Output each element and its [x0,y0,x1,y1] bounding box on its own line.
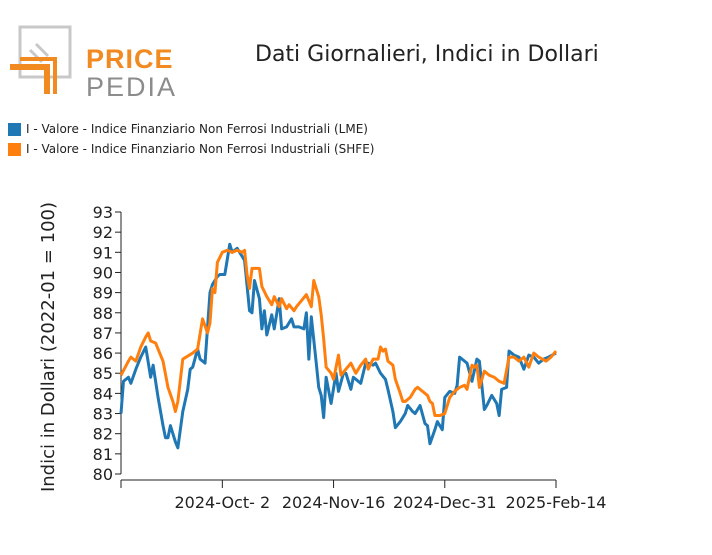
legend-item-shfe[interactable]: I - Valore - Indice Finanziario Non Ferr… [8,139,374,159]
legend-item-lme[interactable]: I - Valore - Indice Finanziario Non Ferr… [8,119,374,139]
legend-swatch-shfe [8,142,21,156]
y-tick-label: 81 [93,445,113,464]
y-tick-label: 88 [93,304,113,323]
logo-word-pedia: PEDIA [86,72,178,102]
y-tick-label: 87 [93,324,113,343]
y-tick-label: 90 [93,263,113,282]
x-tick-label: 2024-Oct- 2 [175,493,271,512]
y-tick-label: 93 [93,203,113,222]
x-tick-label: 2025-Feb-14 [506,493,607,512]
pricepedia-logo: PRICE PEDIA [8,24,175,101]
series-line-shfe [119,248,558,418]
legend-label-shfe: I - Valore - Indice Finanziario Non Ferr… [26,142,375,156]
y-axis-label: Indici in Dollari (2022-01 = 100) [38,202,59,492]
y-tick-label: 80 [93,465,113,484]
y-tick-label: 85 [93,364,113,383]
y-tick-label: 84 [93,384,113,403]
y-tick-label: 83 [93,405,113,424]
y-tick-label: 86 [93,344,113,363]
series-layer [119,242,558,450]
x-tick-label: 2024-Nov-16 [282,493,385,512]
chart-legend: I - Valore - Indice Finanziario Non Ferr… [8,119,374,159]
y-tick-label: 89 [93,284,113,303]
pricepedia-logo-mark [10,25,72,94]
y-tick-label: 91 [93,243,113,262]
legend-swatch-lme [8,122,21,136]
chart-title: Dati Giornalieri, Indici in Dollari [255,42,599,67]
x-axis: 2024-Oct- 2 2024-Nov-16 2024-Dec-31 2025-Fe… [120,479,607,512]
series-line-lme [119,242,557,450]
logo-word-price: PRICE [86,44,174,74]
legend-label-lme: I - Valore - Indice Finanziario Non Ferr… [26,122,368,136]
y-tick-label: 92 [93,223,113,242]
x-tick-label: 2024-Dec-31 [393,493,497,512]
y-tick-label: 82 [93,425,113,444]
